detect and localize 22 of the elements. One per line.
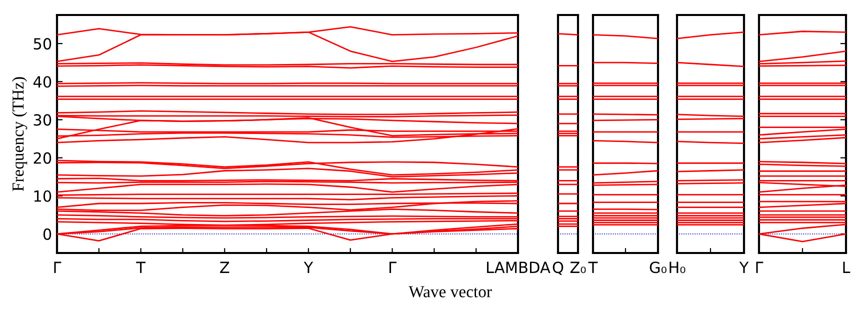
x-tick-label: Q (552, 262, 564, 275)
y-tick-label: 20 (34, 152, 52, 164)
x-tick-label: Z₀ (570, 262, 586, 274)
x-tick-label: T (588, 262, 598, 273)
y-tick-label: 50 (34, 38, 52, 50)
x-tick-label: L (843, 262, 850, 273)
x-tick-label: Γ (390, 262, 396, 273)
x-tick-label: T (136, 262, 146, 273)
x-tick-label: LAMBDA (487, 262, 550, 273)
y-axis-title: Frequency (THz) (12, 77, 28, 192)
x-tick-label: Γ (756, 262, 764, 273)
x-tick-label: Y (739, 262, 749, 273)
y-tick-label: 40 (33, 76, 52, 88)
x-axis-title: Wave vector (408, 286, 492, 298)
x-tick-label: G₀ (650, 262, 666, 274)
y-tick-label: 30 (34, 114, 52, 126)
x-tick-label: Z (220, 262, 230, 273)
y-tick-label: 10 (34, 190, 52, 202)
y-tick-label: 0 (43, 228, 52, 240)
x-tick-label: H₀ (670, 262, 686, 274)
x-tick-label: Y (304, 262, 314, 273)
x-tick-label: Γ (54, 262, 62, 273)
